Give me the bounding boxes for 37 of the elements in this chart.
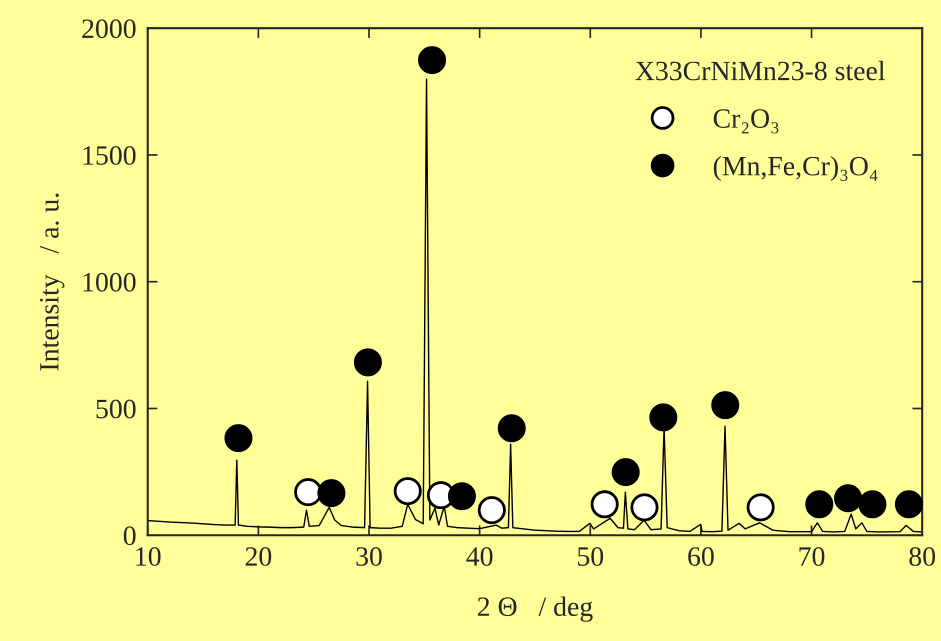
point	[224, 424, 252, 452]
point	[746, 493, 775, 522]
x-tick-label: 70	[799, 547, 824, 566]
point	[478, 496, 506, 524]
x-axis-title: 2 Θ / deg	[478, 596, 593, 622]
point	[834, 484, 862, 512]
point	[630, 493, 658, 522]
y-tick-label: 1500	[84, 146, 136, 165]
point	[612, 458, 640, 486]
point	[294, 478, 322, 506]
point	[894, 490, 923, 518]
point	[858, 490, 886, 518]
legend-title: X33CrNiMn23-8 steel	[635, 60, 885, 80]
x-tick-label: 40	[466, 547, 492, 566]
point	[711, 391, 740, 420]
point	[317, 479, 346, 508]
point	[590, 490, 619, 518]
x-tick-label: 10	[136, 547, 161, 566]
x-tick-label: 60	[688, 547, 714, 566]
point	[418, 46, 446, 74]
y-tick-label: 0	[124, 526, 136, 546]
x-tick-label: 30	[356, 547, 382, 566]
legend-label: (Mn,Fe,Cr)₃O₄	[714, 156, 878, 182]
y-axis-title: Intensity / a. u.	[40, 194, 64, 371]
legend-label: Cr₂O₃	[714, 109, 778, 134]
x-tick-label: 50	[578, 547, 604, 566]
x-tick-label: 80	[909, 547, 936, 566]
point	[805, 490, 834, 518]
x-tick-label: 20	[246, 547, 272, 566]
point	[498, 414, 526, 442]
y-tick-label: 500	[96, 400, 136, 418]
y-tick-label: 2000	[82, 19, 136, 38]
point	[354, 348, 382, 376]
y-tick-label: 1000	[84, 272, 136, 292]
point	[649, 403, 678, 432]
point	[448, 482, 476, 510]
point	[394, 477, 422, 506]
